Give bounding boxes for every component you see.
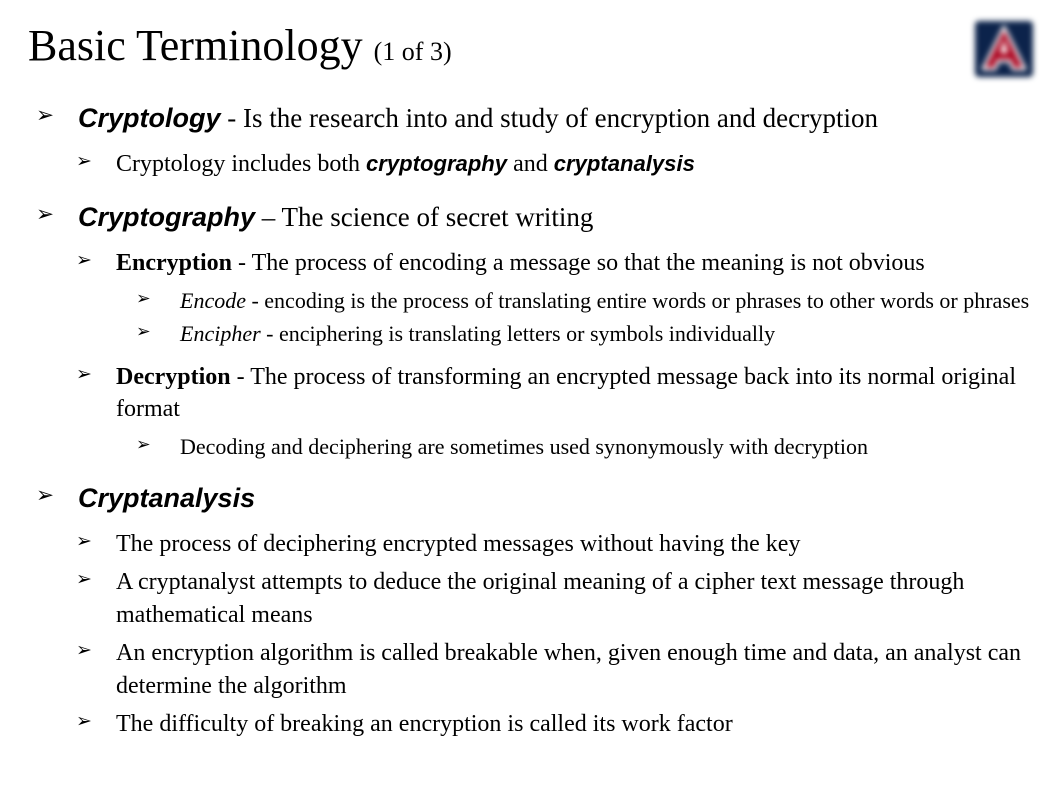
def-cryptology: - Is the research into and study of encr… xyxy=(221,103,879,133)
bullet-cryptanalysis-1: The process of deciphering encrypted mes… xyxy=(76,528,1034,560)
title-row: Basic Terminology (1 of 3) xyxy=(28,22,1034,82)
arizona-a-logo-icon xyxy=(969,17,1039,82)
bullet-cryptology-sub: Cryptology includes both cryptography an… xyxy=(76,148,1034,180)
text: and xyxy=(507,151,554,177)
bullet-cryptology: Cryptology - Is the research into and st… xyxy=(36,100,1034,136)
text: Cryptology includes both xyxy=(116,151,366,177)
term-decryption: Decryption xyxy=(116,364,231,390)
def-encipher: - enciphering is translating letters or … xyxy=(261,321,775,346)
def-encryption: - The process of encoding a message so t… xyxy=(232,250,925,276)
text: Decoding and deciphering are sometimes u… xyxy=(180,434,868,459)
text: A cryptanalyst attempts to deduce the or… xyxy=(116,569,964,627)
bullet-cryptanalysis: Cryptanalysis xyxy=(36,480,1034,516)
title-main: Basic Terminology xyxy=(28,21,363,70)
bullet-cryptanalysis-4: The difficulty of breaking an encryption… xyxy=(76,708,1034,740)
bullet-cryptanalysis-3: An encryption algorithm is called breaka… xyxy=(76,637,1034,702)
bullet-decryption-sub: Decoding and deciphering are sometimes u… xyxy=(136,432,1034,462)
slide-body: Basic Terminology (1 of 3) Cryptology - … xyxy=(0,0,1062,766)
bullet-encipher: Encipher - enciphering is translating le… xyxy=(136,319,1034,349)
bullet-cryptography: Cryptography – The science of secret wri… xyxy=(36,199,1034,235)
def-decryption: - The process of transforming an encrypt… xyxy=(116,364,1016,422)
def-cryptography: – The science of secret writing xyxy=(255,202,593,232)
bullet-cryptanalysis-2: A cryptanalyst attempts to deduce the or… xyxy=(76,566,1034,631)
term-cryptanalysis-inline: cryptanalysis xyxy=(554,151,695,176)
term-encryption: Encryption xyxy=(116,250,232,276)
term-cryptanalysis: Cryptanalysis xyxy=(78,483,255,513)
title-suffix: (1 of 3) xyxy=(374,37,452,66)
term-cryptography-inline: cryptography xyxy=(366,151,507,176)
text: The difficulty of breaking an encryption… xyxy=(116,711,733,737)
term-cryptography: Cryptography xyxy=(78,202,255,232)
bullet-decryption: Decryption - The process of transforming… xyxy=(76,361,1034,426)
content-list: Cryptology - Is the research into and st… xyxy=(36,100,1034,740)
slide-title: Basic Terminology (1 of 3) xyxy=(28,22,452,70)
text: The process of deciphering encrypted mes… xyxy=(116,531,800,557)
term-cryptology: Cryptology xyxy=(78,103,221,133)
text: An encryption algorithm is called breaka… xyxy=(116,640,1021,698)
bullet-encode: Encode - encoding is the process of tran… xyxy=(136,286,1034,316)
term-encipher: Encipher xyxy=(180,321,261,346)
def-encode: - encoding is the process of translating… xyxy=(246,288,1029,313)
term-encode: Encode xyxy=(180,288,246,313)
bullet-encryption: Encryption - The process of encoding a m… xyxy=(76,247,1034,279)
